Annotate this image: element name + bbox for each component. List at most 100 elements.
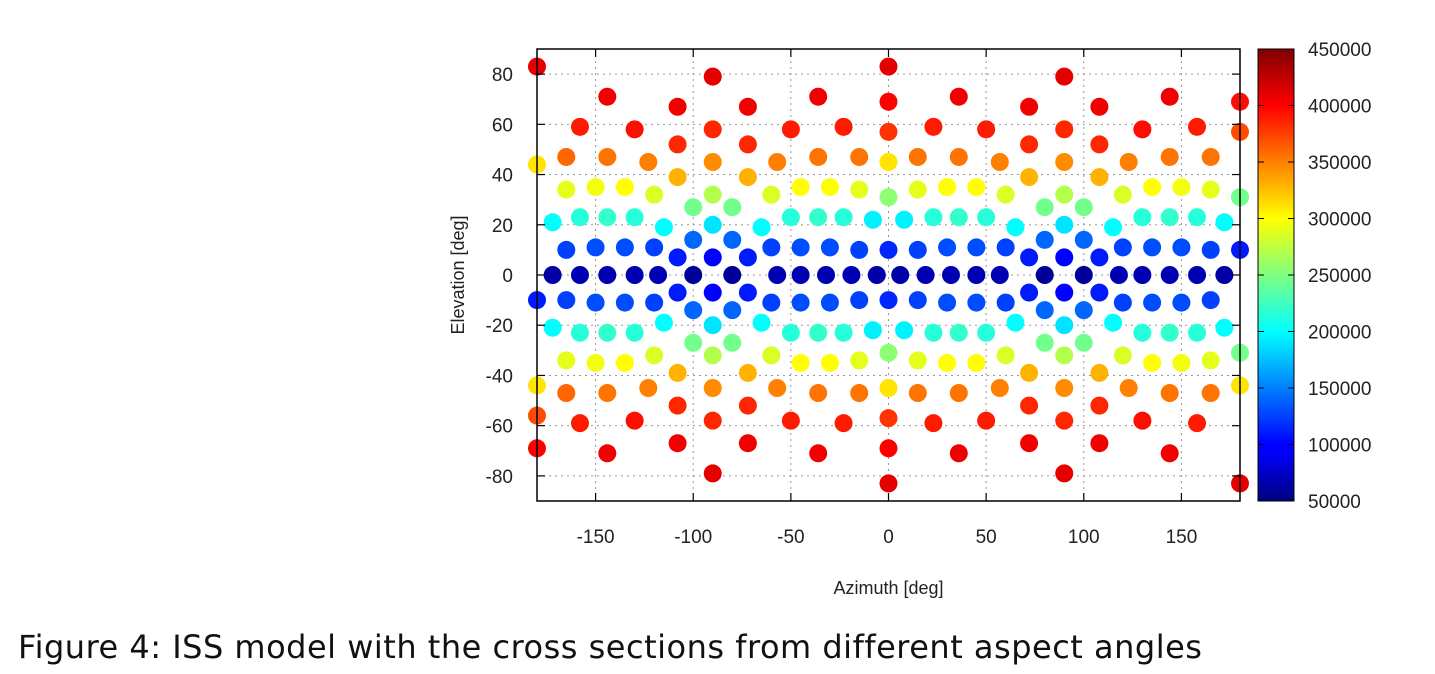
scatter-point (668, 283, 687, 302)
scatter-point (570, 117, 589, 136)
scatter-point (762, 185, 781, 204)
scatter-point (598, 87, 617, 106)
scatter-point (809, 444, 828, 463)
scatter-point (908, 384, 927, 403)
scatter-point (781, 411, 800, 430)
scatter-point (1201, 384, 1220, 403)
scatter-point (543, 213, 562, 232)
scatter-point (1055, 67, 1074, 86)
scatter-point (557, 291, 576, 310)
scatter-point (1035, 333, 1054, 352)
y-tick-label: 60 (492, 115, 513, 136)
scatter-point (738, 97, 757, 116)
scatter-point (938, 238, 957, 257)
scatter-point (1090, 97, 1109, 116)
scatter-point (916, 266, 935, 284)
scatter-point (867, 266, 886, 284)
scatter-point (850, 351, 869, 370)
colorbar-tick-label: 150000 (1308, 379, 1371, 400)
scatter-point (809, 147, 828, 166)
scatter-point (941, 266, 960, 284)
scatter-point (1074, 301, 1093, 320)
scatter-point (625, 120, 644, 139)
scatter-point (809, 87, 828, 106)
scatter-point (1055, 316, 1074, 335)
scatter-point (668, 363, 687, 382)
scatter-point (1188, 117, 1207, 136)
scatter-point (938, 178, 957, 197)
scatter-point (1055, 185, 1074, 204)
scatter-point (908, 147, 927, 166)
scatter-point (924, 323, 943, 342)
scatter-point (820, 353, 839, 372)
scatter-point (895, 210, 914, 229)
scatter-point (967, 238, 986, 257)
scatter-point (557, 180, 576, 199)
scatter-point (891, 266, 910, 284)
scatter-point (809, 208, 828, 227)
scatter-point (1188, 266, 1207, 284)
scatter-point (703, 215, 722, 234)
colorbar-tick-label: 200000 (1308, 323, 1371, 344)
scatter-point (879, 92, 898, 111)
scatter-point (908, 351, 927, 370)
scatter-point (684, 301, 703, 320)
scatter-point (977, 208, 996, 227)
scatter-point (996, 346, 1015, 365)
scatter-point (949, 323, 968, 342)
scatter-point (684, 333, 703, 352)
scatter-point (1104, 218, 1123, 237)
scatter-point (938, 293, 957, 312)
scatter-point (924, 117, 943, 136)
scatter-point (949, 208, 968, 227)
colorbar-tick-label: 50000 (1308, 492, 1361, 513)
scatter-point (908, 291, 927, 310)
scatter-point (570, 323, 589, 342)
scatter-point (1113, 238, 1132, 257)
scatter-point (1055, 153, 1074, 171)
scatter-point (781, 323, 800, 342)
scatter-point (570, 266, 589, 284)
scatter-point (1090, 434, 1109, 453)
scatter-point (703, 120, 722, 139)
scatter-point (820, 293, 839, 312)
scatter-point (1113, 346, 1132, 365)
colorbar-ticks: 50000 100000 150000 200000 250000 300000 35000… (1258, 40, 1371, 513)
scatter-point (1215, 266, 1234, 284)
scatter-point (1020, 97, 1039, 116)
scatter-point (879, 188, 898, 207)
scatter-point (1020, 168, 1039, 187)
scatter-point (820, 178, 839, 197)
scatter-point (1160, 208, 1179, 227)
scatter-point (586, 353, 605, 372)
scatter-point (703, 411, 722, 430)
scatter-point (570, 208, 589, 227)
scatter-point (996, 293, 1015, 312)
scatter-point (977, 411, 996, 430)
x-tick-label: 50 (976, 527, 997, 548)
scatter-point (1055, 379, 1074, 397)
scatter-point (768, 379, 787, 397)
scatter-point (1119, 153, 1138, 171)
scatter-point (1188, 208, 1207, 227)
scatter-point (1090, 283, 1109, 302)
scatter-point (1020, 283, 1039, 302)
scatter-point (703, 248, 722, 267)
scatter-point (738, 396, 757, 415)
scatter-point (723, 266, 742, 284)
scatter-point (738, 434, 757, 453)
scatter-point (990, 379, 1009, 397)
y-tick-label: 40 (492, 166, 513, 187)
scatter-point (924, 208, 943, 227)
scatter-point (949, 444, 968, 463)
scatter-point (977, 120, 996, 139)
scatter-point (908, 180, 927, 199)
scatter-point (1160, 323, 1179, 342)
scatter-point (1215, 318, 1234, 337)
scatter-point (703, 153, 722, 171)
scatter-point (668, 434, 687, 453)
scatter-point (1188, 414, 1207, 433)
scatter-point (834, 323, 853, 342)
scatter-point (557, 384, 576, 403)
x-tick-label: -50 (777, 527, 804, 548)
